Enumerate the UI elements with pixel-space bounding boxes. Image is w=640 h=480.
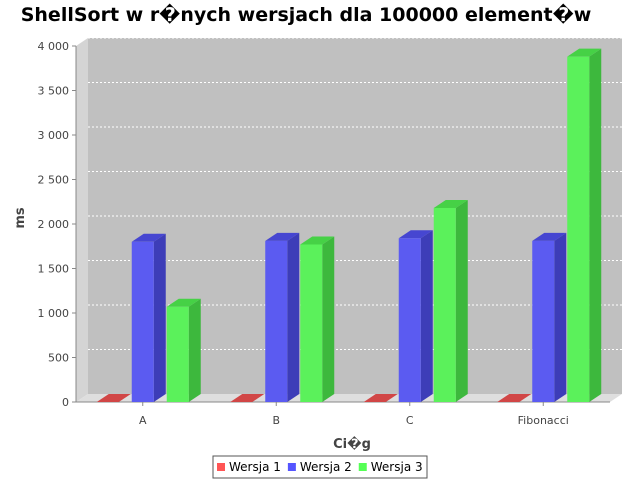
bar-top [567, 48, 602, 57]
y-tick-label: 3 500 [38, 85, 70, 98]
legend: Wersja 1 Wersja 2 Wersja 3 [212, 455, 428, 479]
legend-swatch [217, 463, 225, 471]
bar [131, 233, 166, 402]
bar-top [433, 199, 468, 208]
bar-front [166, 306, 189, 402]
chart-title: ShellSort w r�nych wersjach dla 100000 e… [21, 3, 592, 26]
legend-swatch [358, 463, 367, 471]
plot-area: 0 500 1 000 1 500 2 000 2 500 3 000 3 500 4 000 A… [38, 37, 622, 427]
bar-top [131, 233, 166, 242]
bar [497, 394, 532, 402]
bar [265, 232, 300, 402]
x-tick-label: Fibonacci [518, 414, 569, 427]
x-axis-label: Ci�g [333, 436, 371, 452]
bar-front [300, 244, 323, 402]
plot-left-wall [76, 38, 88, 402]
y-tick-label: 4 000 [38, 40, 70, 53]
bar-front [131, 241, 154, 402]
legend-item: Wersja 1 [217, 460, 281, 474]
bar-side [455, 199, 468, 402]
legend-label: Wersja 3 [371, 460, 423, 474]
plot-floor [76, 394, 622, 402]
y-axis-label: ms [13, 207, 28, 229]
bar-front [433, 207, 456, 402]
legend-box [212, 455, 428, 479]
bar [96, 394, 131, 402]
bar-side [188, 298, 201, 402]
bar-front [398, 238, 421, 402]
bar [567, 48, 602, 403]
legend-item: Wersja 2 [287, 460, 352, 474]
bar-top [230, 394, 265, 402]
bar-top [398, 230, 433, 239]
y-tick-label: 2 500 [38, 174, 70, 187]
bar-front [567, 56, 590, 403]
legend-item: Wersja 3 [358, 460, 423, 474]
bar [433, 199, 468, 402]
bar-top [265, 232, 300, 241]
bar-side [153, 233, 166, 402]
y-tick-label: 0 [62, 396, 69, 409]
x-tick-label: A [139, 414, 147, 427]
bar-side [287, 232, 300, 402]
y-tick-label: 3 000 [38, 129, 70, 142]
bar [230, 394, 265, 402]
bar-top [96, 394, 131, 402]
bar [532, 232, 567, 402]
bar-front [532, 240, 555, 402]
y-tick-label: 500 [48, 352, 69, 365]
bar-side [322, 236, 335, 402]
y-tick-label: 1 500 [38, 263, 70, 276]
bar-side [420, 230, 433, 402]
bar [398, 230, 433, 402]
legend-label: Wersja 1 [229, 460, 281, 474]
legend-swatch [287, 463, 296, 471]
legend-label: Wersja 2 [300, 460, 352, 474]
bar-top [532, 232, 567, 241]
bar [300, 236, 335, 402]
y-tick-label: 1 000 [38, 307, 70, 320]
bar [363, 394, 398, 402]
bar-front [265, 240, 288, 402]
bar-top [300, 236, 335, 245]
x-tick-label: C [406, 414, 414, 427]
bar-side [589, 48, 602, 403]
bar-top [497, 394, 532, 402]
bar-top [166, 298, 201, 307]
bar-side [554, 232, 567, 402]
bar-top [363, 394, 398, 402]
x-tick-label: B [272, 414, 280, 427]
bar [166, 298, 201, 402]
y-tick-label: 2 000 [38, 218, 70, 231]
